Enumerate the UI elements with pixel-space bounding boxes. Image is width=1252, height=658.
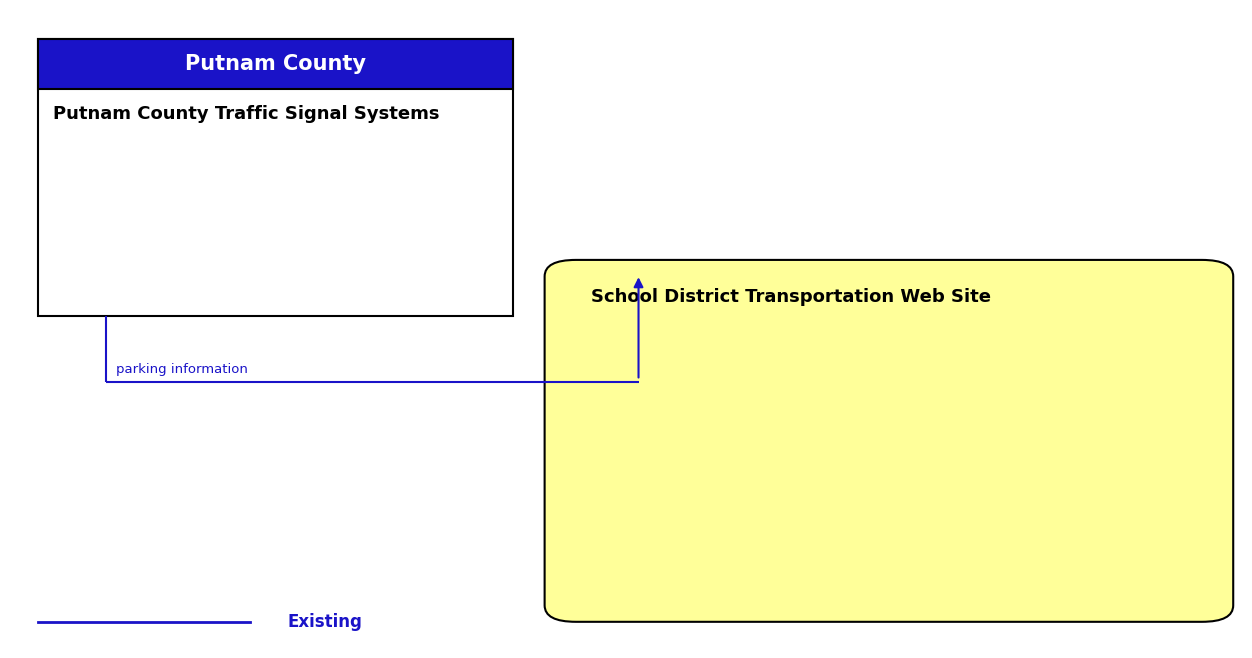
FancyBboxPatch shape xyxy=(38,39,513,316)
FancyBboxPatch shape xyxy=(545,260,1233,622)
Text: parking information: parking information xyxy=(116,363,248,376)
Text: Existing: Existing xyxy=(288,613,363,631)
Text: School District Transportation Web Site: School District Transportation Web Site xyxy=(591,288,990,306)
FancyBboxPatch shape xyxy=(38,39,513,89)
Text: Putnam County Traffic Signal Systems: Putnam County Traffic Signal Systems xyxy=(53,105,439,123)
Text: Putnam County: Putnam County xyxy=(185,54,366,74)
